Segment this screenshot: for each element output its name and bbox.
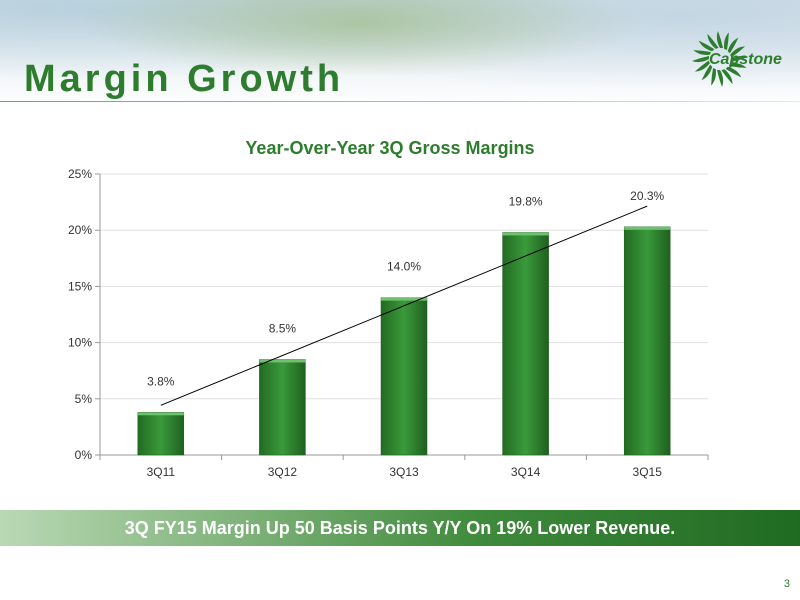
- chart-axes: 0% 5% 10% 15% 20% 25% 3Q11 3Q12 3Q13 3Q14 3Q15: [68, 167, 709, 479]
- x-tick-label: 3Q14: [511, 465, 541, 479]
- trendline: [160, 205, 648, 406]
- bar: [259, 359, 306, 456]
- logo-blade: [725, 66, 742, 78]
- data-label: 19.8%: [509, 194, 543, 208]
- bar: [502, 232, 549, 456]
- slide-title: Margin Growth: [24, 58, 345, 100]
- y-tick-label: 15%: [68, 279, 92, 293]
- y-tick-label: 25%: [68, 167, 92, 181]
- header-background: [0, 0, 800, 110]
- chart-bars: [137, 226, 671, 456]
- turbine-swirl-icon: [692, 31, 748, 87]
- logo-blade: [731, 55, 748, 62]
- logo-wordmark: Capstone: [709, 51, 782, 68]
- chart-title: Year-Over-Year 3Q Gross Margins: [245, 138, 535, 158]
- bar: [380, 297, 428, 456]
- bar-chart: 0% 5% 10% 15% 20% 25% 3Q11 3Q12 3Q13 3Q14 3Q15 3.8…: [68, 167, 709, 479]
- capstone-logo: Capstone: [692, 31, 782, 87]
- page-number: 3: [783, 578, 790, 590]
- logo-blade: [730, 46, 746, 58]
- x-tick-label: 3Q15: [633, 465, 663, 479]
- logo-blade: [692, 56, 709, 63]
- bar-highlight: [381, 297, 427, 301]
- logo-blade: [717, 70, 724, 87]
- logo-blade: [721, 69, 733, 85]
- bar-highlight: [137, 412, 184, 416]
- data-label: 3.8%: [147, 374, 175, 388]
- data-label: 8.5%: [269, 321, 297, 335]
- logo-blade: [693, 50, 711, 55]
- data-label: 14.0%: [387, 260, 421, 274]
- y-tick-label: 5%: [75, 392, 93, 406]
- chart-data-labels: 3.8% 8.5% 14.0% 19.8% 20.3%: [147, 189, 664, 388]
- logo-blade: [694, 60, 710, 72]
- logo-blade: [701, 64, 713, 81]
- summary-banner-text: 3Q FY15 Margin Up 50 Basis Points Y/Y On…: [124, 518, 676, 538]
- summary-banner: 3Q FY15 Margin Up 50 Basis Points Y/Y On…: [0, 510, 800, 546]
- bar-highlight: [502, 232, 549, 236]
- chart-trendline: [160, 205, 648, 406]
- logo-blade: [716, 31, 723, 48]
- data-label: 20.3%: [630, 189, 664, 203]
- logo-blade: [711, 68, 716, 86]
- logo-blade: [729, 63, 747, 68]
- logo-blade: [724, 32, 729, 50]
- y-tick-label: 10%: [68, 336, 92, 350]
- logo-blade: [727, 37, 739, 54]
- title-divider: [0, 101, 800, 102]
- x-tick-label: 3Q13: [389, 465, 419, 479]
- x-tick-label: 3Q11: [147, 465, 176, 479]
- bar-highlight: [624, 226, 671, 230]
- y-tick-label: 0%: [75, 448, 93, 462]
- logo-blade: [707, 33, 719, 49]
- bar-highlight: [259, 359, 306, 363]
- logo-blade: [698, 40, 715, 52]
- x-tick-label: 3Q12: [268, 465, 298, 479]
- y-tick-label: 20%: [68, 223, 92, 237]
- bar: [137, 412, 185, 456]
- bar: [623, 226, 671, 456]
